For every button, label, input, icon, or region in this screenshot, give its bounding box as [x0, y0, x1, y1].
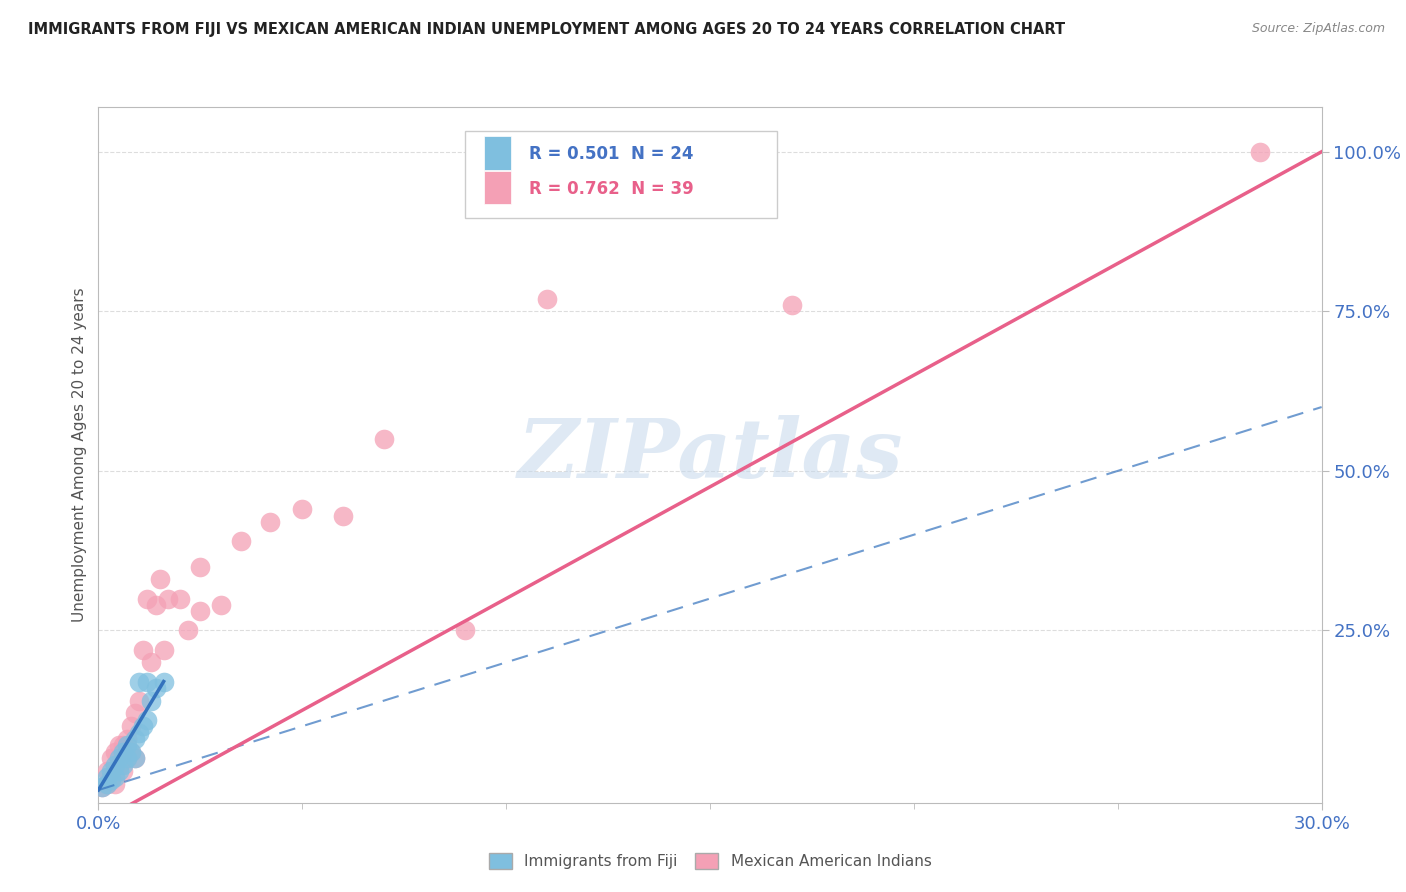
Point — [780, 298, 803, 312]
Point — [536, 292, 558, 306]
Point — [111, 745, 134, 759]
Point — [104, 745, 127, 759]
Point — [373, 432, 395, 446]
Point — [100, 773, 122, 788]
Point — [136, 674, 159, 689]
Point — [115, 751, 138, 765]
Point — [259, 515, 281, 529]
Point — [115, 731, 138, 746]
Y-axis label: Unemployment Among Ages 20 to 24 years: Unemployment Among Ages 20 to 24 years — [72, 287, 87, 623]
Point — [115, 739, 138, 753]
Point — [156, 591, 179, 606]
Point — [291, 502, 314, 516]
Point — [91, 780, 114, 794]
Point — [152, 642, 174, 657]
Point — [111, 739, 134, 753]
Point — [108, 751, 131, 765]
Point — [100, 751, 122, 765]
Point — [141, 656, 163, 670]
FancyBboxPatch shape — [484, 136, 510, 169]
Point — [124, 731, 146, 746]
Point — [231, 534, 253, 549]
Point — [108, 739, 131, 753]
Point — [149, 573, 172, 587]
Legend: Immigrants from Fiji, Mexican American Indians: Immigrants from Fiji, Mexican American I… — [482, 847, 938, 875]
Point — [141, 694, 163, 708]
Text: IMMIGRANTS FROM FIJI VS MEXICAN AMERICAN INDIAN UNEMPLOYMENT AMONG AGES 20 TO 24: IMMIGRANTS FROM FIJI VS MEXICAN AMERICAN… — [28, 22, 1066, 37]
Point — [145, 598, 167, 612]
FancyBboxPatch shape — [484, 171, 510, 204]
Point — [132, 642, 155, 657]
Point — [104, 770, 127, 784]
Point — [96, 777, 118, 791]
Point — [124, 751, 146, 765]
Text: Source: ZipAtlas.com: Source: ZipAtlas.com — [1251, 22, 1385, 36]
Point — [100, 764, 122, 778]
Point — [120, 719, 142, 733]
Point — [111, 764, 134, 778]
Point — [96, 770, 118, 784]
Point — [120, 745, 142, 759]
Point — [136, 713, 159, 727]
Text: ZIPatlas: ZIPatlas — [517, 415, 903, 495]
Point — [108, 757, 131, 772]
Point — [91, 780, 114, 794]
Text: R = 0.501  N = 24: R = 0.501 N = 24 — [529, 145, 693, 163]
Point — [145, 681, 167, 695]
Point — [128, 725, 150, 739]
Point — [104, 777, 127, 791]
Point — [100, 770, 122, 784]
Point — [120, 745, 142, 759]
Point — [209, 598, 232, 612]
Point — [128, 694, 150, 708]
Point — [124, 706, 146, 721]
Point — [169, 591, 191, 606]
Point — [111, 757, 134, 772]
Point — [124, 751, 146, 765]
FancyBboxPatch shape — [465, 131, 778, 219]
Point — [188, 604, 212, 618]
Point — [188, 559, 212, 574]
Point — [332, 508, 354, 523]
Point — [177, 624, 200, 638]
Point — [104, 757, 127, 772]
Point — [1249, 145, 1271, 159]
Point — [128, 674, 150, 689]
Point — [152, 674, 174, 689]
Point — [108, 764, 131, 778]
Point — [454, 624, 477, 638]
Point — [132, 719, 155, 733]
Point — [136, 591, 159, 606]
Point — [96, 777, 118, 791]
Point — [96, 764, 118, 778]
Point — [115, 751, 138, 765]
Text: R = 0.762  N = 39: R = 0.762 N = 39 — [529, 180, 693, 198]
